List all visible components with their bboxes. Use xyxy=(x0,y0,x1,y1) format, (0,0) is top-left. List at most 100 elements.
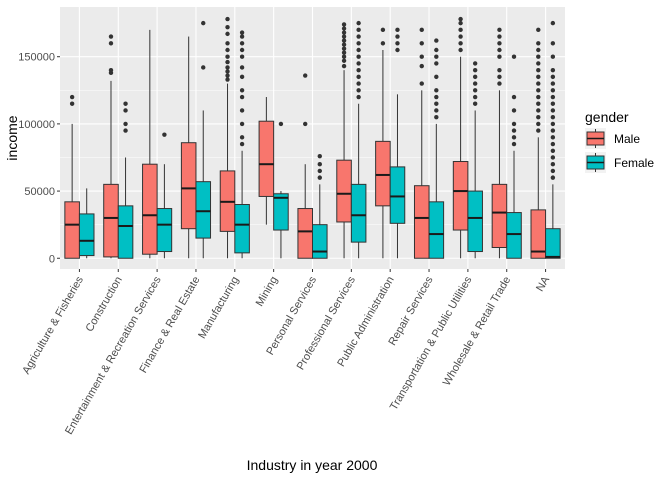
x-tick-label: NA xyxy=(534,274,552,294)
y-tick-label: 150000 xyxy=(18,52,55,64)
outlier-point xyxy=(239,141,245,147)
outlier-point xyxy=(550,54,556,59)
box-female-3 xyxy=(195,20,212,259)
box-body xyxy=(413,185,430,259)
outlier-point xyxy=(225,59,230,65)
outlier-point xyxy=(356,41,361,46)
outlier-point xyxy=(536,81,541,86)
outlier-point xyxy=(550,74,556,80)
outlier-point xyxy=(356,27,361,33)
outlier-point xyxy=(472,61,478,66)
outlier-point xyxy=(434,74,439,80)
outlier-point xyxy=(201,20,206,26)
box-female-5 xyxy=(273,121,289,259)
outlier-point xyxy=(419,81,424,86)
outlier-point xyxy=(434,114,439,120)
outlier-point xyxy=(550,162,556,167)
box-male-2 xyxy=(142,29,158,259)
outlier-point xyxy=(550,128,556,133)
outlier-point xyxy=(497,27,502,33)
outlier-point xyxy=(123,108,128,113)
outlier-point xyxy=(341,34,347,39)
outlier-point xyxy=(225,77,230,82)
outlier-point xyxy=(239,30,245,35)
outlier-point xyxy=(536,94,541,100)
outlier-point xyxy=(356,67,361,73)
outlier-point xyxy=(239,108,245,113)
outlier-point xyxy=(356,81,361,86)
outlier-point xyxy=(225,31,230,37)
outlier-point xyxy=(536,128,541,133)
outlier-point xyxy=(497,54,502,59)
outlier-point xyxy=(550,67,556,73)
outlier-point xyxy=(434,38,439,43)
outlier-point xyxy=(239,135,245,140)
box-body xyxy=(336,159,352,223)
outlier-point xyxy=(225,41,230,46)
outlier-point xyxy=(550,94,556,100)
outlier-point xyxy=(123,101,128,106)
y-axis-title: income xyxy=(4,115,20,160)
outlier-point xyxy=(395,47,400,53)
x-tick-label: Mining xyxy=(254,275,281,309)
outlier-point xyxy=(472,67,478,73)
outlier-point xyxy=(434,101,439,106)
outlier-point xyxy=(108,34,114,39)
outlier-point xyxy=(317,162,322,167)
outlier-point xyxy=(356,88,361,93)
outlier-point xyxy=(356,94,361,100)
outlier-point xyxy=(239,41,245,46)
outlier-point xyxy=(434,108,439,113)
outlier-point xyxy=(380,27,386,33)
outlier-point xyxy=(536,74,541,80)
outlier-point xyxy=(458,34,463,39)
box-body xyxy=(64,201,80,259)
box-body xyxy=(297,208,313,259)
box-body xyxy=(428,201,445,259)
box-body xyxy=(491,183,508,249)
box-male-1 xyxy=(103,34,119,259)
outlier-point xyxy=(356,20,361,26)
outlier-point xyxy=(419,54,424,59)
outlier-point xyxy=(395,27,400,33)
x-tick-label: Wholesale & Retail Trade xyxy=(441,275,513,388)
outlier-point xyxy=(536,61,541,66)
outlier-point xyxy=(434,88,439,93)
outlier-point xyxy=(395,34,400,39)
legend-label: Female xyxy=(614,156,654,170)
y-axis: 0 50000 100000 150000 xyxy=(18,52,60,265)
x-tick-label: Transportation & Public Utilities xyxy=(388,274,475,412)
outlier-point xyxy=(225,24,230,30)
outlier-point xyxy=(550,155,556,160)
box-body xyxy=(195,181,212,239)
box-female-2 xyxy=(156,132,173,259)
outlier-point xyxy=(317,175,322,180)
outlier-point xyxy=(225,73,230,78)
outlier-point xyxy=(550,101,556,106)
outlier-point xyxy=(536,114,541,120)
box-body xyxy=(545,228,561,259)
legend: gender Male Female xyxy=(585,109,654,173)
box-body xyxy=(273,193,289,231)
outlier-point xyxy=(356,54,361,59)
outlier-point xyxy=(458,41,463,46)
box-body xyxy=(350,183,367,243)
box-male-4 xyxy=(219,16,236,259)
outlier-point xyxy=(472,88,478,93)
box-body xyxy=(103,183,119,258)
outlier-point xyxy=(341,58,347,63)
outlier-point xyxy=(472,94,478,100)
box-male-10 xyxy=(452,16,469,259)
outlier-point xyxy=(550,41,556,46)
outlier-point xyxy=(225,16,230,22)
outlier-point xyxy=(511,121,517,127)
outlier-point xyxy=(341,54,347,59)
outlier-point xyxy=(511,128,517,133)
outlier-point xyxy=(497,67,502,73)
outlier-point xyxy=(536,108,541,113)
outlier-point xyxy=(69,94,75,100)
outlier-point xyxy=(550,108,556,113)
outlier-point xyxy=(419,63,424,69)
box-layer xyxy=(64,16,561,259)
